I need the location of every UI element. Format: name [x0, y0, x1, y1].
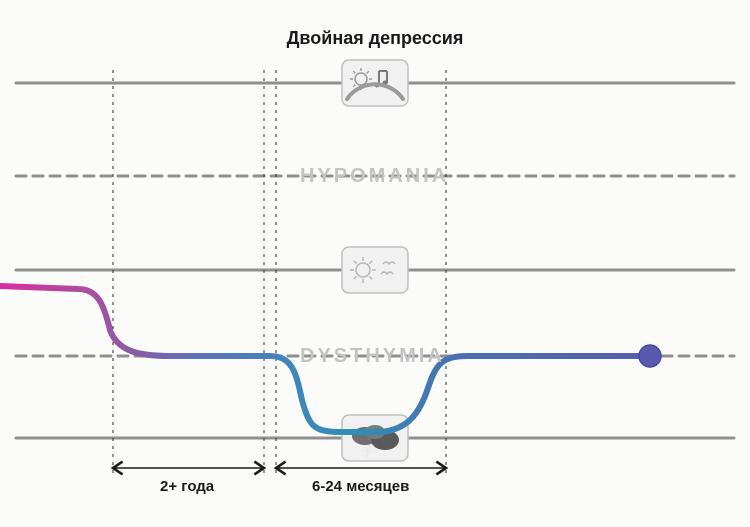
mood-chart — [0, 0, 750, 527]
duration-label: 6-24 месяцев — [312, 478, 409, 495]
mood-icons — [342, 60, 408, 461]
hypomania-label: HYPOMANIA — [300, 165, 449, 188]
duration-label: 2+ года — [160, 478, 214, 495]
curve-endpoint — [639, 345, 661, 367]
dysthymia-label: DYSTHYMIA — [300, 345, 445, 368]
